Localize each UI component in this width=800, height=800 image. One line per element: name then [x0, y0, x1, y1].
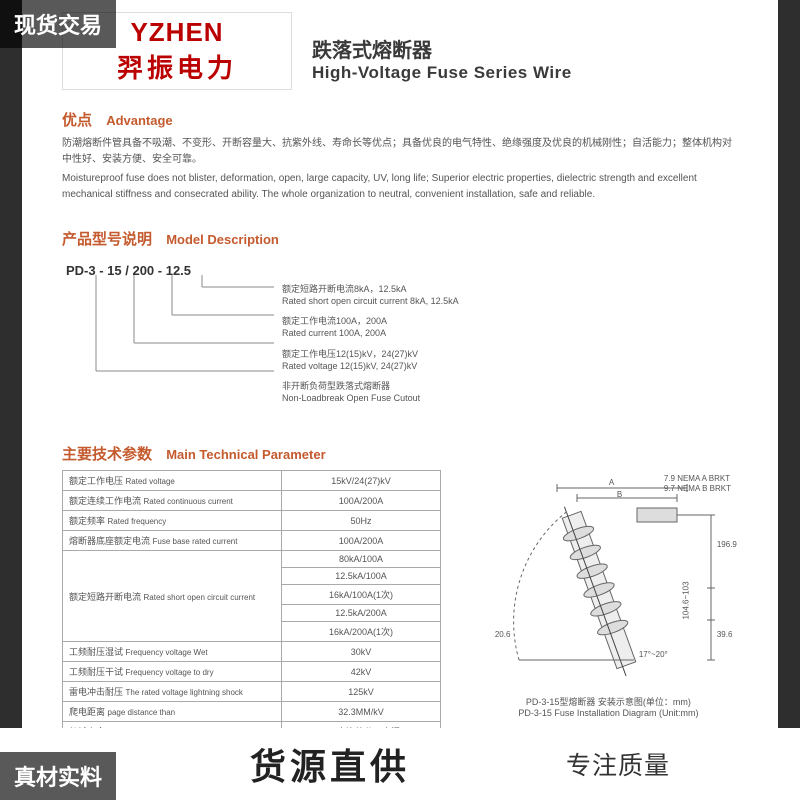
table-row: 雷电冲击耐压 The rated voltage lightning shock…	[63, 682, 441, 702]
table-row: 熔断器底座额定电流 Fuse base rated current100A/20…	[63, 531, 441, 551]
table-row: 额定短路开断电流 Rated short open circuit curren…	[63, 551, 441, 568]
param-value: 30kV	[282, 642, 441, 662]
param-value: 42kV	[282, 662, 441, 682]
section-model: 产品型号说明 Model Description	[62, 228, 738, 249]
params-head-cn: 主要技术参数	[62, 446, 152, 463]
installation-diagram: A B 7.9 NEMA A BRKT 9.7 NEMA B BRKT 196.…	[459, 470, 738, 720]
model-bracket-svg	[74, 275, 274, 415]
model-description-block: PD-3 - 15 / 200 - 12.5 额定短路开断电流8kA，12.5k…	[62, 257, 738, 417]
param-label: 工频耐压干试 Frequency voltage to dry	[63, 662, 282, 682]
document-page: 跌落式熔断器 High-Voltage Fuse Series Wire 优点 …	[22, 0, 778, 800]
badge-top-left: 现货交易	[0, 0, 116, 48]
logo-en: YZHEN	[130, 17, 223, 48]
param-value: 125kV	[282, 682, 441, 702]
advantage-head-en: Advantage	[106, 113, 172, 128]
params-table: 额定工作电压 Rated voltage15kV/24(27)kV额定连续工作电…	[62, 470, 441, 742]
dim-right2: 9.7 NEMA B BRKT	[664, 484, 754, 493]
dim-A: A	[609, 478, 614, 487]
title-cn: 跌落式熔断器	[312, 34, 738, 63]
param-value: 16kA/100A(1次)	[282, 585, 441, 605]
dim-left: 20.6	[495, 630, 511, 639]
param-label: 爬电距离 page distance than	[63, 702, 282, 722]
param-label: 工频耐压湿试 Frequency voltage Wet	[63, 642, 282, 662]
param-value: 15kV/24(27)kV	[282, 471, 441, 491]
param-value: 100A/200A	[282, 491, 441, 511]
dim-h2: 104.6~103	[681, 581, 690, 619]
table-row: 爬电距离 page distance than32.3MM/kV	[63, 702, 441, 722]
page-title: 跌落式熔断器 High-Voltage Fuse Series Wire	[312, 34, 738, 83]
param-value: 12.5kA/100A	[282, 568, 441, 585]
param-label: 额定连续工作电流 Rated continuous current	[63, 491, 282, 511]
model-label-0: 额定短路开断电流8kA，12.5kARated short open circu…	[282, 283, 459, 307]
diagram-caption: PD-3-15型熔断器 安装示意图(单位：mm) PD-3-15 Fuse In…	[479, 697, 738, 720]
dim-h3: 39.6	[717, 630, 733, 639]
title-en: High-Voltage Fuse Series Wire	[312, 63, 738, 83]
param-value: 100A/200A	[282, 531, 441, 551]
param-label: 额定频率 Rated frequency	[63, 511, 282, 531]
model-head-en: Model Description	[166, 232, 279, 247]
model-label-1: 额定工作电流100A，200ARated current 100A, 200A	[282, 315, 459, 339]
table-row: 工频耐压干试 Frequency voltage to dry42kV	[63, 662, 441, 682]
model-head-cn: 产品型号说明	[62, 231, 152, 248]
param-label: 额定工作电压 Rated voltage	[63, 471, 282, 491]
table-row: 额定连续工作电流 Rated continuous current100A/20…	[63, 491, 441, 511]
logo-cn: 羿振电力	[117, 48, 237, 85]
dim-right1: 7.9 NEMA A BRKT	[664, 474, 754, 483]
table-row: 额定频率 Rated frequency50Hz	[63, 511, 441, 531]
param-label: 雷电冲击耐压 The rated voltage lightning shock	[63, 682, 282, 702]
advantage-head-cn: 优点	[62, 112, 92, 129]
section-advantage: 优点 Advantage	[62, 109, 738, 130]
model-labels: 额定短路开断电流8kA，12.5kARated short open circu…	[282, 283, 459, 412]
model-label-2: 额定工作电压12(15)kV，24(27)kVRated voltage 12(…	[282, 348, 459, 372]
dim-B: B	[617, 490, 622, 499]
advantage-text-cn: 防潮熔断件管具备不吸潮、不变形、开断容量大、抗紫外线、寿命长等优点；具备优良的电…	[62, 136, 738, 167]
table-row: 额定工作电压 Rated voltage15kV/24(27)kV	[63, 471, 441, 491]
param-value: 32.3MM/kV	[282, 702, 441, 722]
model-label-3: 非开断负荷型跌落式熔断器Non-Loadbreak Open Fuse Cuto…	[282, 380, 459, 404]
param-value: 80kA/100A	[282, 551, 441, 568]
dim-angle: 17°~20°	[639, 650, 668, 659]
param-value: 50Hz	[282, 511, 441, 531]
param-label: 熔断器底座额定电流 Fuse base rated current	[63, 531, 282, 551]
param-value: 12.5kA/200A	[282, 605, 441, 622]
param-value: 16kA/200A(1次)	[282, 622, 441, 642]
table-row: 工频耐压湿试 Frequency voltage Wet30kV	[63, 642, 441, 662]
dim-h1: 196.9	[717, 540, 737, 549]
advantage-text-en: Moistureproof fuse does not blister, def…	[62, 171, 738, 202]
footer-right: 专注质量	[566, 746, 670, 782]
params-head-en: Main Technical Parameter	[166, 447, 325, 462]
footer-banner: 货源直供 专注质量	[0, 728, 800, 800]
footer-left: 货源直供	[250, 738, 410, 790]
section-params: 主要技术参数 Main Technical Parameter	[62, 443, 738, 464]
param-label: 额定短路开断电流 Rated short open circuit curren…	[63, 551, 282, 642]
badge-bottom-left: 真材实料	[0, 752, 116, 800]
